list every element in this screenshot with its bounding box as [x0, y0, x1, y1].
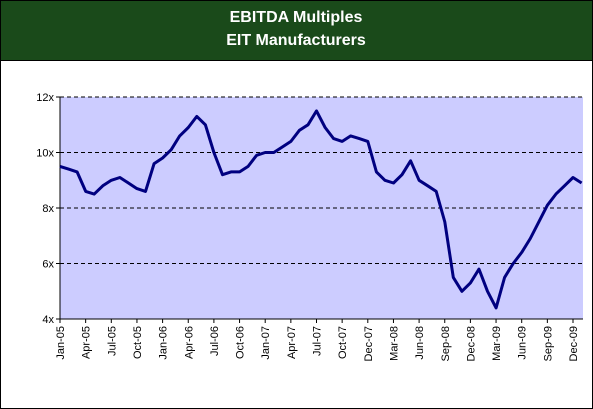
x-tick-label: Jan-06 — [158, 326, 170, 360]
x-tick-label: Dec-07 — [363, 326, 375, 361]
x-tick-label: Sep-09 — [542, 326, 554, 361]
header — [0, 0, 593, 61]
y-tick-label: 12x — [36, 92, 54, 104]
y-tick-label: 4x — [42, 314, 54, 326]
x-tick-label: Jul-06 — [209, 326, 221, 356]
x-tick-label: Mar-08 — [388, 326, 400, 361]
x-tick-label: Jan-07 — [260, 326, 272, 360]
x-tick-label: Jul-05 — [106, 326, 118, 356]
y-tick-label: 6x — [42, 259, 54, 271]
x-tick-label: Jun-09 — [517, 326, 529, 360]
x-tick-label: Jan-05 — [55, 326, 67, 360]
y-tick-label: 10x — [36, 148, 54, 160]
x-tick-label: Apr-06 — [183, 326, 195, 359]
x-tick-label: Apr-07 — [286, 326, 298, 359]
x-tick-label: Oct-07 — [337, 326, 349, 359]
x-tick-label: Jun-08 — [414, 326, 426, 360]
data-line — [59, 109, 583, 310]
chart-title: EBITDA Multiples — [230, 9, 363, 26]
x-tick-label: Oct-06 — [235, 326, 247, 359]
x-tick-label: Dec-08 — [465, 326, 477, 361]
chart-subtitle: EIT Manufacturers — [226, 32, 366, 49]
x-tick-label: Mar-09 — [491, 326, 503, 361]
y-tick-label: 8x — [42, 203, 54, 215]
x-tick-label: Dec-09 — [568, 326, 580, 361]
x-tick-label: Oct-05 — [132, 326, 144, 359]
x-tick-label: Jul-07 — [312, 326, 324, 356]
x-tick-label: Apr-05 — [81, 326, 93, 359]
x-tick-label: Sep-08 — [440, 326, 452, 361]
